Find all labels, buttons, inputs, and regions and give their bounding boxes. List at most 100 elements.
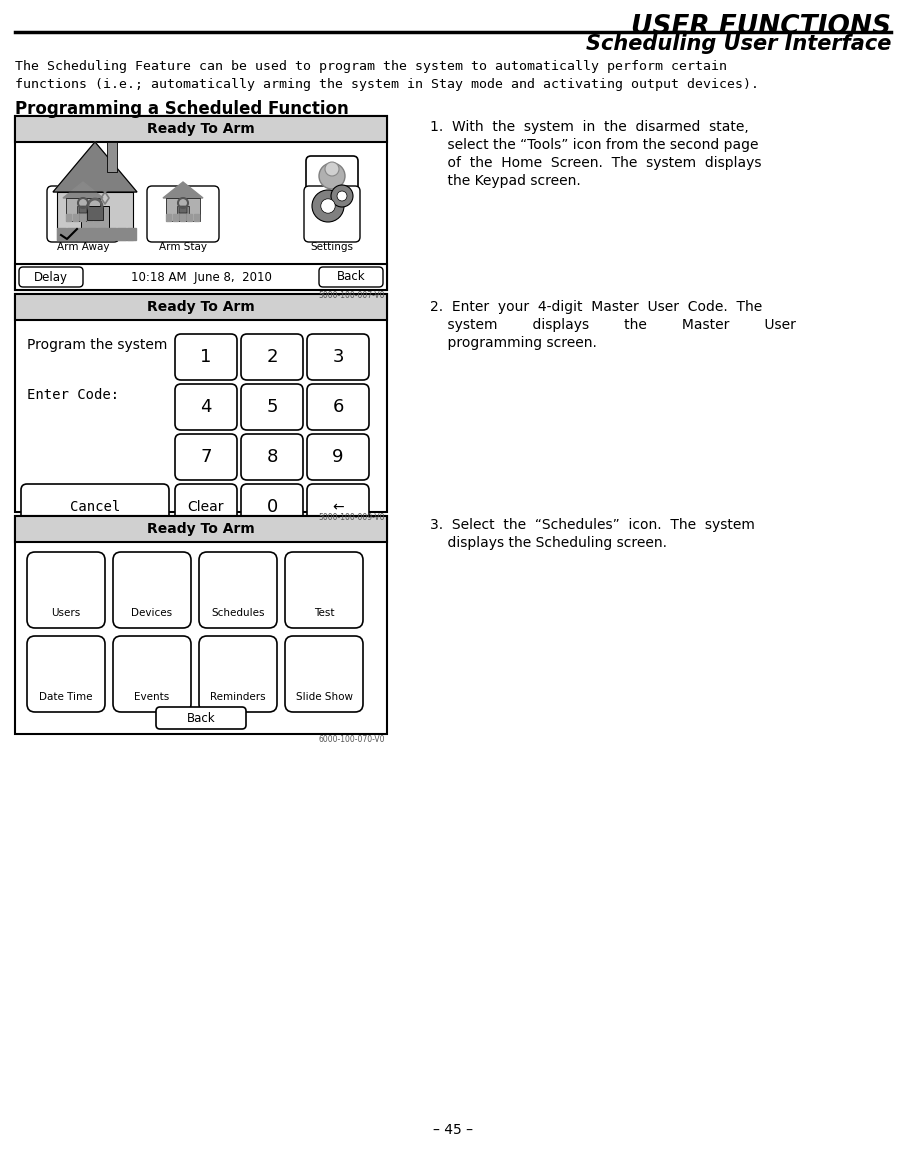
Circle shape bbox=[312, 190, 344, 222]
FancyBboxPatch shape bbox=[285, 552, 363, 628]
Polygon shape bbox=[87, 228, 96, 240]
Text: Clear: Clear bbox=[188, 500, 225, 514]
Text: system        displays        the        Master        User: system displays the Master User bbox=[430, 318, 795, 332]
Text: Tools: Tools bbox=[319, 198, 345, 209]
FancyBboxPatch shape bbox=[27, 552, 105, 628]
Polygon shape bbox=[166, 214, 171, 221]
Text: of  the  Home  Screen.  The  system  displays: of the Home Screen. The system displays bbox=[430, 156, 762, 170]
Text: Program the system: Program the system bbox=[27, 338, 168, 353]
Circle shape bbox=[337, 191, 347, 200]
Text: 5: 5 bbox=[266, 397, 278, 416]
Polygon shape bbox=[77, 228, 86, 240]
Bar bbox=[15, 516, 387, 734]
Bar bbox=[77, 206, 89, 221]
Bar bbox=[66, 198, 100, 221]
FancyBboxPatch shape bbox=[241, 434, 303, 480]
Bar bbox=[179, 206, 187, 213]
Bar bbox=[15, 264, 387, 290]
Text: 6: 6 bbox=[333, 397, 343, 416]
Text: Ready To Arm: Ready To Arm bbox=[147, 522, 255, 536]
FancyBboxPatch shape bbox=[27, 636, 105, 712]
Polygon shape bbox=[97, 228, 106, 240]
Bar bbox=[177, 206, 189, 221]
Polygon shape bbox=[87, 214, 92, 221]
Text: 7: 7 bbox=[200, 448, 212, 467]
Text: 3: 3 bbox=[333, 348, 343, 366]
Text: Settings: Settings bbox=[311, 242, 353, 252]
Circle shape bbox=[321, 199, 335, 213]
Polygon shape bbox=[66, 214, 71, 221]
FancyBboxPatch shape bbox=[156, 707, 246, 729]
Text: Back: Back bbox=[187, 712, 216, 725]
Text: 6000-100-070-V0: 6000-100-070-V0 bbox=[319, 735, 385, 744]
Text: programming screen.: programming screen. bbox=[430, 336, 597, 350]
Bar bbox=[81, 206, 109, 240]
Text: 4: 4 bbox=[200, 397, 212, 416]
FancyBboxPatch shape bbox=[241, 334, 303, 380]
FancyBboxPatch shape bbox=[113, 636, 191, 712]
Polygon shape bbox=[117, 228, 126, 240]
Bar bbox=[15, 294, 387, 511]
FancyBboxPatch shape bbox=[47, 185, 119, 242]
Text: Enter Code:: Enter Code: bbox=[27, 388, 119, 402]
Text: 10:18 AM  June 8,  2010: 10:18 AM June 8, 2010 bbox=[130, 271, 272, 283]
Text: displays the Scheduling screen.: displays the Scheduling screen. bbox=[430, 536, 667, 550]
Bar bbox=[15, 116, 387, 290]
Text: 8: 8 bbox=[266, 448, 277, 467]
FancyBboxPatch shape bbox=[319, 267, 383, 287]
Polygon shape bbox=[73, 214, 78, 221]
Circle shape bbox=[101, 184, 109, 192]
Bar bbox=[107, 142, 117, 172]
FancyBboxPatch shape bbox=[307, 434, 369, 480]
Text: Delay: Delay bbox=[34, 271, 68, 283]
Text: Date Time: Date Time bbox=[39, 692, 92, 702]
Bar bbox=[87, 206, 103, 220]
FancyBboxPatch shape bbox=[307, 384, 369, 430]
Polygon shape bbox=[53, 142, 137, 192]
Text: Reminders: Reminders bbox=[210, 692, 265, 702]
Text: Schedules: Schedules bbox=[211, 608, 265, 617]
Text: Ready To Arm: Ready To Arm bbox=[147, 122, 255, 136]
Text: Back: Back bbox=[337, 271, 365, 283]
Circle shape bbox=[331, 185, 353, 207]
Text: 1.  With  the  system  in  the  disarmed  state,: 1. With the system in the disarmed state… bbox=[430, 120, 748, 134]
Polygon shape bbox=[194, 214, 199, 221]
Polygon shape bbox=[94, 214, 99, 221]
FancyBboxPatch shape bbox=[113, 552, 191, 628]
Bar bbox=[57, 192, 133, 240]
FancyBboxPatch shape bbox=[199, 636, 277, 712]
FancyBboxPatch shape bbox=[21, 484, 169, 530]
Bar bbox=[79, 206, 87, 213]
Text: Test: Test bbox=[313, 608, 334, 617]
Text: functions (i.e.; automatically arming the system in Stay mode and activating out: functions (i.e.; automatically arming th… bbox=[15, 78, 759, 91]
Polygon shape bbox=[127, 228, 136, 240]
Polygon shape bbox=[187, 214, 192, 221]
FancyBboxPatch shape bbox=[199, 552, 277, 628]
Polygon shape bbox=[107, 228, 116, 240]
FancyBboxPatch shape bbox=[307, 334, 369, 380]
FancyBboxPatch shape bbox=[241, 384, 303, 430]
Text: Users: Users bbox=[52, 608, 81, 617]
FancyBboxPatch shape bbox=[175, 334, 237, 380]
Text: 5000-100-007-V0: 5000-100-007-V0 bbox=[319, 291, 385, 300]
FancyBboxPatch shape bbox=[175, 434, 237, 480]
FancyBboxPatch shape bbox=[285, 636, 363, 712]
Polygon shape bbox=[163, 182, 203, 198]
FancyBboxPatch shape bbox=[304, 185, 360, 242]
Text: USER FUNCTIONS: USER FUNCTIONS bbox=[631, 14, 891, 40]
Text: 9: 9 bbox=[333, 448, 343, 467]
Bar bbox=[15, 294, 387, 320]
Text: Ready To Arm: Ready To Arm bbox=[147, 300, 255, 314]
Polygon shape bbox=[180, 214, 185, 221]
Text: select the “Tools” icon from the second page: select the “Tools” icon from the second … bbox=[430, 138, 758, 152]
Text: 1: 1 bbox=[200, 348, 212, 366]
Text: Cancel: Cancel bbox=[70, 500, 120, 514]
Text: ←: ← bbox=[333, 500, 343, 514]
FancyBboxPatch shape bbox=[241, 484, 303, 530]
Circle shape bbox=[325, 162, 339, 176]
FancyBboxPatch shape bbox=[147, 185, 219, 242]
Text: 0: 0 bbox=[266, 498, 277, 516]
Text: The Scheduling Feature can be used to program the system to automatically perfor: The Scheduling Feature can be used to pr… bbox=[15, 60, 727, 73]
FancyBboxPatch shape bbox=[19, 267, 83, 287]
FancyBboxPatch shape bbox=[307, 484, 369, 530]
